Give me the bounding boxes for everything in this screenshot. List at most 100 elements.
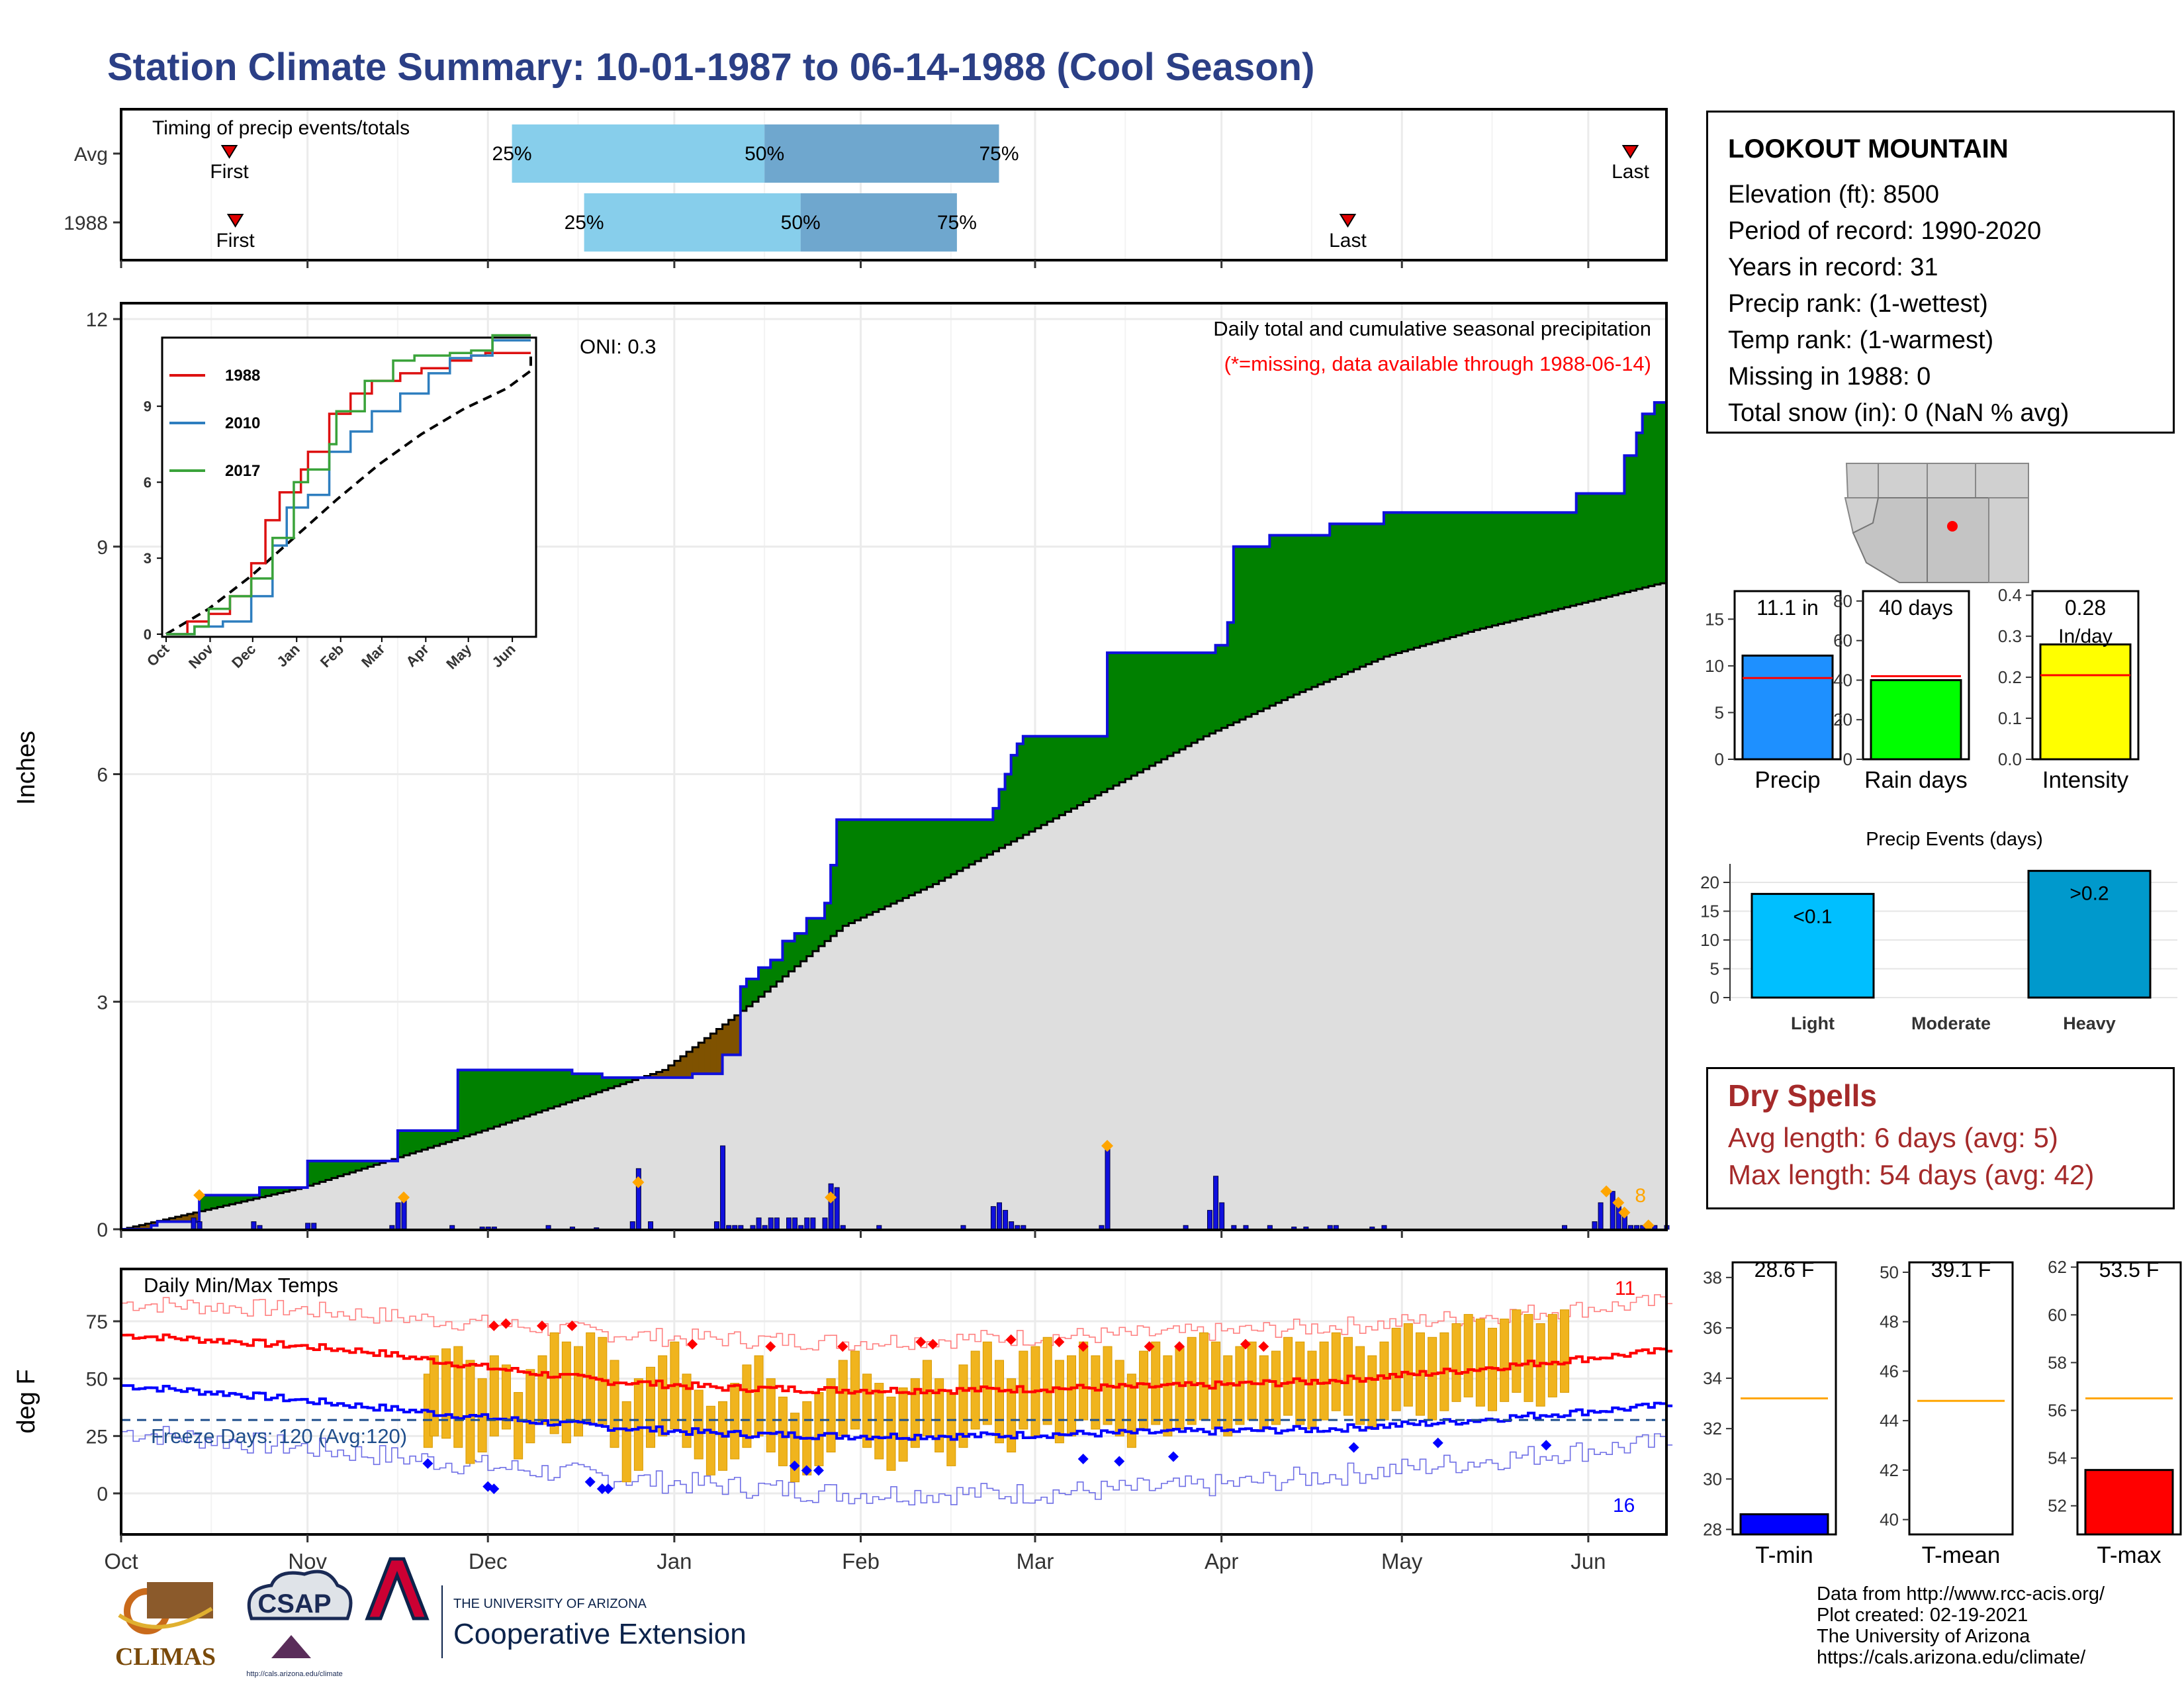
record-high-marker	[536, 1320, 547, 1331]
surplus-area	[433, 1131, 441, 1146]
surplus-area	[451, 1131, 459, 1141]
small-bar-tick-label: 54	[2048, 1448, 2067, 1468]
surplus-area	[1426, 512, 1433, 645]
oni-label: ONI: 0.3	[580, 335, 656, 358]
surplus-area	[1203, 653, 1210, 737]
surplus-area	[211, 1195, 218, 1209]
temps-y-tick-label: 0	[97, 1483, 108, 1505]
daily-precip-bar	[401, 1198, 407, 1230]
surplus-area	[1023, 736, 1030, 835]
record-min-line	[121, 1426, 1673, 1506]
record-high-marker	[927, 1338, 938, 1350]
surplus-area	[349, 1160, 356, 1173]
daily-temp-range-bar	[549, 1332, 559, 1434]
surplus-area	[512, 1070, 519, 1121]
small-bar-tick-label: 36	[1703, 1318, 1722, 1338]
surplus-area	[1437, 512, 1445, 641]
inset-frame	[161, 336, 537, 638]
surplus-area	[1330, 524, 1336, 680]
surplus-area	[596, 1074, 603, 1092]
events-bar	[1751, 892, 1875, 999]
surplus-area	[223, 1195, 230, 1206]
surplus-area	[1443, 512, 1451, 639]
inset-y-tick-label: 9	[144, 399, 152, 415]
record-low-marker	[602, 1483, 614, 1495]
timing-label-75: 75%	[937, 212, 977, 234]
surplus-area	[1642, 414, 1649, 588]
footer-credits: Data from http://www.rcc-acis.org/ Plot …	[1817, 1583, 2105, 1668]
inset-average-line	[165, 355, 532, 635]
ua-logo-mark	[365, 1557, 430, 1620]
events-category-label: Light	[1791, 1013, 1835, 1033]
daily-temp-range-bar	[1512, 1309, 1522, 1393]
surplus-area	[884, 820, 891, 907]
deficit-area	[662, 1070, 669, 1078]
surplus-area	[1209, 653, 1216, 734]
logos: CLIMAS CSAP http://cals.arizona.edu/climat…	[115, 1557, 747, 1678]
surplus-area	[1456, 512, 1463, 635]
small-bar-value	[2039, 643, 2132, 761]
surplus-area	[1504, 512, 1511, 623]
map-neighbor-state	[1988, 497, 2029, 583]
daily-temp-range-bar	[1547, 1314, 1557, 1397]
daily-temp-range-bar	[1199, 1332, 1208, 1421]
events-bar-label: <0.1	[1793, 906, 1832, 927]
surplus-area	[788, 941, 796, 972]
event-marker	[1642, 1219, 1655, 1232]
deficit-area	[133, 1226, 140, 1229]
surplus-area	[1510, 512, 1517, 622]
daily-precip-bar	[720, 1145, 726, 1230]
events-category-label: Heavy	[2063, 1013, 2116, 1033]
surplus-area	[1239, 546, 1246, 720]
surplus-area	[620, 1077, 627, 1084]
month-label: Nov	[288, 1549, 327, 1573]
surplus-area	[812, 918, 819, 951]
surplus-area	[933, 820, 940, 884]
surplus-area	[837, 820, 843, 931]
surplus-area	[1017, 743, 1024, 839]
timing-marker-first	[226, 214, 244, 228]
record-high-marker	[567, 1320, 578, 1331]
record-low-marker	[1541, 1440, 1552, 1451]
deficit-area	[704, 1038, 711, 1074]
events-tick-label: 20	[1700, 872, 1719, 892]
daily-temp-range-bar	[838, 1360, 848, 1436]
precip-y-tick-label: 0	[97, 1219, 108, 1241]
surplus-area	[1630, 455, 1637, 591]
month-label: Feb	[842, 1549, 880, 1573]
small-bar-category-label: T-mean	[1922, 1542, 2001, 1568]
month-label: May	[1381, 1549, 1423, 1573]
record-high-marker	[1174, 1341, 1185, 1352]
daily-temp-range-bar	[1007, 1378, 1017, 1453]
small-bar-tick-label: 0.2	[1998, 667, 2022, 687]
surplus-area	[457, 1070, 465, 1139]
surplus-area	[1107, 653, 1114, 789]
daily-temp-range-bar	[682, 1374, 692, 1448]
temps-y-tick-label: 50	[86, 1369, 108, 1391]
surplus-area	[1648, 414, 1655, 586]
daily-temp-range-bar	[465, 1360, 475, 1464]
small-bar-tick-label: 0.1	[1998, 708, 2022, 728]
surplus-area	[800, 933, 807, 962]
station-precip-rank: Precip rank: (1-wettest)	[1728, 290, 1988, 318]
csap-logo-text: CSAP	[257, 1589, 331, 1618]
inset-y-tick-label: 0	[144, 626, 152, 643]
surplus-area	[1365, 524, 1373, 665]
surplus-area	[541, 1070, 549, 1111]
daily-temp-range-bar	[1115, 1360, 1124, 1436]
small-bar-tick-label: 34	[1703, 1368, 1722, 1388]
daily-temp-range-bar	[1042, 1336, 1052, 1425]
record-low-marker	[789, 1460, 800, 1472]
record-max-line	[121, 1294, 1673, 1351]
daily-temp-range-bar	[1391, 1327, 1401, 1411]
surplus-area	[523, 1070, 531, 1117]
surplus-area	[476, 1070, 482, 1133]
surplus-area	[410, 1131, 416, 1154]
surplus-area	[1281, 535, 1289, 700]
surplus-area	[806, 918, 813, 957]
surplus-area	[944, 820, 952, 878]
daily-temp-range-bar	[1307, 1350, 1317, 1430]
surplus-area	[915, 820, 921, 893]
timing-label-75: 75%	[979, 143, 1019, 165]
